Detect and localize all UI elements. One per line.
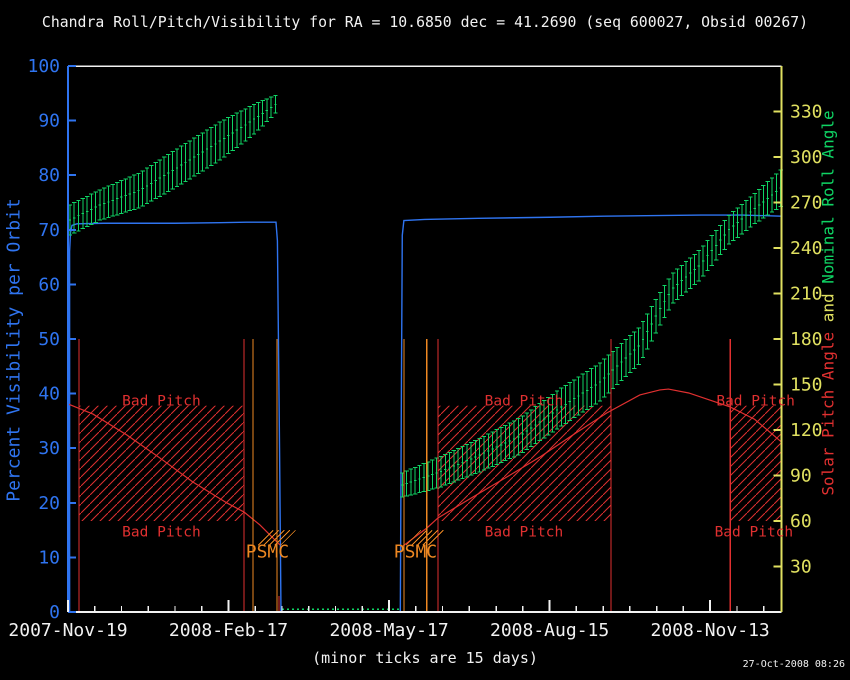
left-tick-label: 100 xyxy=(27,56,60,77)
left-tick-label: 20 xyxy=(38,493,60,514)
left-tick-label: 70 xyxy=(38,220,60,241)
left-tick-label: 80 xyxy=(38,165,60,186)
psmc-hatch xyxy=(268,529,285,546)
bad-pitch-hatch-region xyxy=(79,405,245,521)
right-tick-label: 240 xyxy=(790,238,823,259)
generation-timestamp: 27-Oct-2008 08:26 xyxy=(742,659,845,670)
right-tick-label: 120 xyxy=(790,420,823,441)
bad-pitch-label: Bad Pitch xyxy=(485,525,564,541)
right-tick-label: 300 xyxy=(790,147,823,168)
right-tick-label: 90 xyxy=(790,466,812,487)
visibility-curve xyxy=(68,221,282,613)
left-tick-label: 50 xyxy=(38,329,60,350)
left-tick-label: 30 xyxy=(38,438,60,459)
bad-pitch-label: Bad Pitch xyxy=(485,393,564,409)
psmc-hatch xyxy=(411,529,427,546)
plot-title: Chandra Roll/Pitch/Visibility for RA = 1… xyxy=(41,14,809,31)
right-tick-label: 30 xyxy=(790,557,812,578)
minor-ticks-note: (minor ticks are 15 days) xyxy=(312,649,538,667)
bad-pitch-label: Bad Pitch xyxy=(716,393,795,409)
right-tick-label: 60 xyxy=(790,511,812,532)
pitch-angle-curve xyxy=(402,388,782,547)
x-tick-label: 2008-Nov-13 xyxy=(651,620,770,641)
psmc-hatch xyxy=(280,529,296,546)
x-tick-label: 2008-May-17 xyxy=(329,620,448,641)
left-tick-label: 10 xyxy=(38,547,60,568)
x-tick-label: 2007-Nov-19 xyxy=(8,620,127,641)
psmc-hatch xyxy=(257,529,274,546)
left-tick-label: 60 xyxy=(38,274,60,295)
bad-pitch-label: Bad Pitch xyxy=(122,525,201,541)
x-tick-label: 2008-Aug-15 xyxy=(490,620,609,641)
left-tick-label: 40 xyxy=(38,384,60,405)
right-tick-label: 210 xyxy=(790,284,823,305)
psmc-hatch xyxy=(428,529,444,546)
psmc-hatch xyxy=(274,529,291,546)
x-tick-label: 2008-Feb-17 xyxy=(169,620,288,641)
right-tick-label: 270 xyxy=(790,193,823,214)
right-tick-label: 150 xyxy=(790,375,823,396)
psmc-hatch xyxy=(405,529,422,546)
right-tick-label: 180 xyxy=(790,329,823,350)
psmc-hatch xyxy=(422,529,439,546)
bad-pitch-hatch-region xyxy=(730,405,782,521)
right-tick-label: 330 xyxy=(790,102,823,123)
bad-pitch-label: Bad Pitch xyxy=(715,525,794,541)
psmc-hatch xyxy=(263,529,280,546)
left-tick-label: 90 xyxy=(38,111,60,132)
pitch-angle-curve xyxy=(67,403,281,546)
left-tick-label: 0 xyxy=(49,602,60,623)
bad-pitch-label: Bad Pitch xyxy=(122,393,201,409)
psmc-label: PSMC xyxy=(246,541,289,562)
bad-pitch-hatch-region xyxy=(437,405,611,521)
psmc-label: PSMC xyxy=(394,541,437,562)
visibility-curve xyxy=(399,214,782,613)
psmc-hatch xyxy=(416,529,433,546)
